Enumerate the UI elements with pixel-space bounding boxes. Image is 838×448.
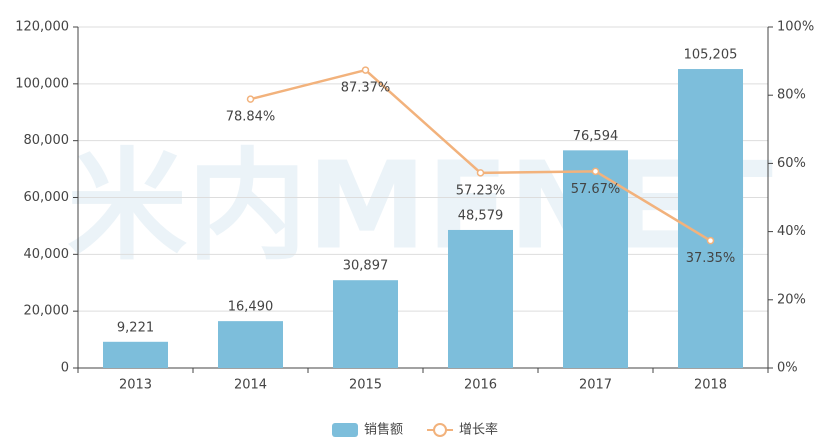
line-label: 57.23% [456,183,506,198]
bar [103,341,168,368]
x-tick-label: 2013 [119,378,152,393]
bar-label: 16,490 [228,300,274,315]
x-tick-label: 2017 [579,378,612,393]
x-tick-label: 2015 [349,378,382,393]
y-tick-label: 20,000 [24,304,70,319]
watermark: 米内MENET [67,138,773,277]
y-tick-label: 80,000 [24,133,70,148]
bar [448,229,513,368]
x-tick-label: 2016 [464,378,497,393]
bar [678,69,743,369]
line-label: 78.84% [226,110,276,125]
bar-label: 30,897 [343,259,389,274]
bar-label: 9,221 [117,320,154,335]
y2-tick-label: 60% [777,156,806,171]
y-tick-label: 60,000 [24,190,70,205]
bar [218,321,283,368]
legend-label[interactable]: 销售额 [364,422,403,438]
y-tick-label: 0 [61,361,69,376]
y-tick-label: 100,000 [15,76,69,91]
legend-label[interactable]: 增长率 [459,422,498,438]
bar-label: 48,579 [458,208,504,223]
legend-point [433,423,448,437]
bar [563,150,628,368]
legend-swatch [332,423,358,437]
y2-tick-label: 20% [777,292,806,307]
line-label: 37.35% [686,251,736,266]
bar-label: 76,594 [573,129,619,144]
line-label: 87.37% [341,81,391,96]
x-tick-label: 2014 [234,378,267,393]
bar-label: 105,205 [684,48,738,63]
y2-tick-label: 80% [777,88,806,103]
line-point [476,169,485,177]
y2-tick-label: 0% [777,361,798,376]
y-tick-label: 40,000 [24,247,70,262]
line-point [246,95,255,103]
y2-tick-label: 40% [777,224,806,239]
x-tick-label: 2018 [694,378,727,393]
y2-tick-label: 100% [777,20,814,35]
bar [333,280,398,368]
line-point [361,66,370,74]
y-tick-label: 120,000 [15,20,69,35]
line-point [591,167,600,176]
line-point [706,236,715,245]
line-label: 57.67% [571,182,621,197]
